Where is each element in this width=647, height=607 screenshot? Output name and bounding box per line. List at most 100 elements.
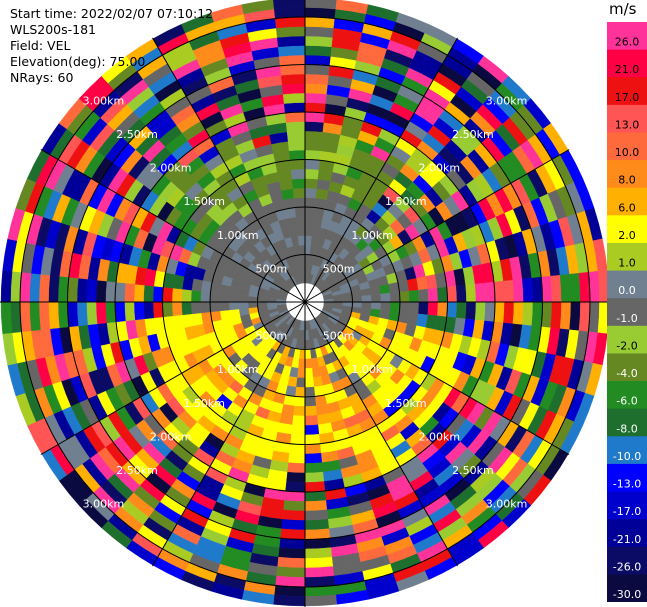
range-gate [304,377,315,388]
range-gate [380,292,391,303]
range-ring-label: 500m [323,330,355,343]
range-gate [304,111,326,123]
range-gate [105,301,117,324]
range-gate [304,566,335,578]
range-gate [408,301,420,315]
range-gate [455,301,467,320]
colorbar: 26.0 21.0 17.0 13.0 10.0 8.0 6.0 2.0 1.0 0.0 -1.0 -… [607,22,647,602]
range-gate [257,301,268,308]
range-gate [474,301,486,322]
range-gate [295,216,306,227]
colorbar-bin [607,491,647,520]
range-gate [38,301,51,331]
range-gate [531,276,543,303]
range-ring-label: 2.50km [452,464,494,477]
range-ring-label: 2.50km [116,464,158,477]
colorbar-tick-label: 17.0 [615,91,640,104]
colorbar-tick-label: -6.0 [616,395,637,408]
colorbar-bin [607,574,647,602]
range-gate [124,301,136,322]
range-gate [304,575,336,588]
colorbar-unit: m/s [609,0,637,18]
range-gate [304,358,313,369]
range-gate [67,301,79,328]
range-gate [304,386,316,398]
range-gate [76,277,88,303]
range-gate [427,287,439,303]
azimuth-spoke [304,37,458,303]
colorbar-bin [607,436,647,465]
colorbar-bin [607,22,647,51]
range-gate [190,301,202,315]
nrays-label: NRays: 60 [10,70,74,85]
colorbar-tick-label: -13.0 [613,478,641,491]
range-gate [297,235,306,246]
colorbar-tick-label: -17.0 [613,505,641,518]
range-gate [304,206,316,218]
range-gate [274,575,306,588]
range-gate [281,509,306,521]
range-gate [493,301,505,324]
azimuth-spoke [40,149,306,303]
colorbar-tick-label: 26.0 [615,36,640,49]
colorbar-tick-label: -4.0 [616,367,637,380]
range-gate [29,272,41,303]
range-gate [352,295,363,303]
range-gate [304,339,311,350]
colorbar-tick-label: 8.0 [618,174,636,187]
range-gate [361,294,372,303]
range-gate [304,415,319,426]
range-gate [291,415,306,426]
azimuth-spoke [152,37,306,303]
range-gate [288,149,306,161]
range-gate [95,279,107,303]
range-gate [274,16,306,29]
range-gate [418,301,429,316]
range-gate [437,286,448,303]
range-gate [304,64,331,76]
range-ring-label: 500m [256,262,288,275]
colorbar-bin [607,408,647,437]
azimuth-spoke [304,301,570,455]
colorbar-bin [607,104,647,133]
range-gate [578,271,591,303]
range-gate [304,83,329,95]
range-gate [304,73,330,85]
range-gate [280,519,306,531]
colorbar-bin [607,325,647,354]
colorbar-bin [607,242,647,272]
range-gate [304,471,325,483]
range-gate [522,277,534,303]
colorbar-tick-label: -21.0 [613,533,641,546]
range-gate [550,301,562,330]
range-ring-label: 2.00km [419,162,461,175]
range-gate [304,121,325,133]
range-gate [304,149,322,161]
range-gate [284,481,306,493]
azimuth-spoke [304,149,570,303]
range-gate [294,206,306,218]
range-gate [291,178,306,189]
range-gate [304,92,328,104]
range-gate [181,288,192,303]
range-gate [238,301,249,310]
range-gate [276,35,306,48]
azimuth-spoke [40,301,306,455]
range-gate [361,301,372,310]
range-gate [283,102,306,114]
range-ring-label: 1.50km [385,397,427,410]
range-gate [370,293,382,303]
range-gate [569,272,581,303]
azimuth-spoke [152,301,306,567]
range-gate [200,301,211,314]
range-gate [298,244,306,255]
range-gate [304,168,320,180]
range-gate [304,178,319,189]
range-ring-label: 3.00km [83,94,125,107]
range-gate [293,396,306,407]
range-gate [209,301,221,313]
range-gate [304,349,312,360]
range-gate [287,452,306,464]
range-gate [171,301,183,317]
